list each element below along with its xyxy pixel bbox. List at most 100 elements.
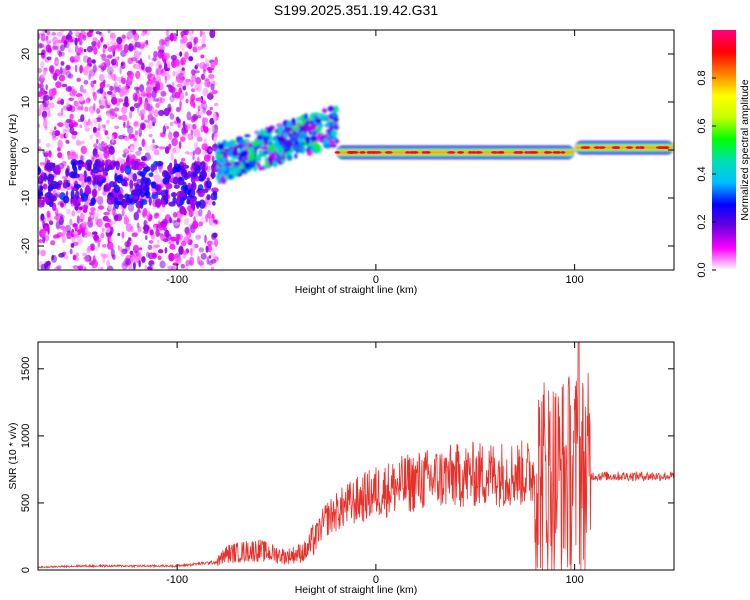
heatmap-cell <box>310 112 315 119</box>
heatmap-cell <box>126 120 130 129</box>
heatmap-cell <box>209 117 215 125</box>
colorbar-tick-label: 0.6 <box>696 118 708 133</box>
heatmap-cell <box>214 238 219 247</box>
heatmap-cell <box>115 201 123 206</box>
heatmap-cell <box>138 44 145 49</box>
heatmap-cell <box>38 68 43 74</box>
heatmap-cell <box>176 233 181 241</box>
heatmap-cell <box>127 172 134 181</box>
heatmap-cell <box>67 47 72 54</box>
heatmap-cell <box>174 91 181 99</box>
heatmap-cell <box>176 196 180 206</box>
heatmap-cell <box>132 173 137 182</box>
heatmap-cell <box>69 119 77 127</box>
heatmap-cell <box>179 42 186 51</box>
heatmap-cell <box>188 208 194 218</box>
heatmap-cell <box>176 83 183 88</box>
heatmap-cell <box>211 169 215 180</box>
heatmap-cell <box>152 122 155 127</box>
heatmap-cell <box>121 34 126 39</box>
snr-x-ticks: -100 0 100 <box>166 342 584 586</box>
heatmap-cell <box>179 100 182 109</box>
heatmap-cell <box>200 169 207 180</box>
heatmap-cell <box>192 220 199 230</box>
heatmap-cell <box>38 239 44 244</box>
heatmap-cell <box>190 93 196 102</box>
heatmap-cell <box>118 194 123 201</box>
heatmap-cell <box>189 256 195 266</box>
heatmap-cell <box>167 61 171 71</box>
heatmap-cell <box>169 32 174 42</box>
heatmap-cell <box>327 105 335 112</box>
heatmap-peak <box>409 151 415 154</box>
heatmap-cell <box>148 196 152 206</box>
heatmap-cell <box>60 202 64 208</box>
heatmap-cell <box>64 70 71 74</box>
heatmap-cell <box>81 181 85 188</box>
heatmap-cell <box>67 38 74 43</box>
heatmap-cell <box>217 157 225 163</box>
heatmap-cell <box>202 87 209 97</box>
heatmap-cell <box>153 50 158 58</box>
heatmap-cell <box>77 265 84 270</box>
heatmap-cell <box>61 35 67 41</box>
heatmap-cell <box>267 155 272 164</box>
heatmap-cell <box>135 161 144 171</box>
heatmap-cell <box>152 76 156 83</box>
heatmap-cell <box>78 165 82 171</box>
heatmap-cell <box>171 137 178 147</box>
heatmap-cell <box>289 135 298 142</box>
heatmap-peak <box>334 151 341 154</box>
heatmap-cell <box>49 129 56 136</box>
heatmap-cell <box>191 69 196 76</box>
heatmap-cell <box>228 174 233 180</box>
x-tick-label: 0 <box>373 274 379 286</box>
heatmap-cell <box>125 223 133 232</box>
heatmap-cell <box>46 30 51 36</box>
heatmap-cell <box>164 39 170 47</box>
heatmap-cell <box>111 134 115 143</box>
heatmap-cell <box>134 130 139 136</box>
heatmap-cell <box>198 199 206 209</box>
heatmap-cell <box>38 108 42 117</box>
heatmap-cell <box>66 208 71 215</box>
heatmap-cell <box>71 173 80 179</box>
heatmap-cell <box>191 155 197 160</box>
heatmap-cell <box>178 141 182 150</box>
heatmap-cell <box>94 153 100 158</box>
heatmap-cell <box>41 38 48 42</box>
heatmap-cell <box>40 51 46 59</box>
heatmap-cell <box>310 124 316 131</box>
heatmap-cell <box>320 114 327 122</box>
heatmap-cell <box>291 117 296 124</box>
heatmap-cell <box>103 211 110 216</box>
heatmap-cell <box>145 66 152 73</box>
heatmap-cell <box>143 101 151 111</box>
heatmap-cell <box>124 257 131 264</box>
heatmap-cell <box>169 113 175 120</box>
heatmap-cell <box>275 144 283 150</box>
heatmap-cell <box>216 148 221 153</box>
heatmap-cell <box>149 143 156 151</box>
heatmap-cell <box>190 181 197 191</box>
heatmap-cell <box>82 252 87 257</box>
heatmap-cell <box>148 240 154 244</box>
heatmap-cell <box>45 142 51 148</box>
heatmap-cell <box>206 177 210 181</box>
heatmap-cell <box>91 231 97 238</box>
heatmap-cell <box>84 254 90 263</box>
heatmap-cell <box>124 241 132 248</box>
heatmap-cell <box>106 241 114 250</box>
heatmap-cell <box>123 121 126 128</box>
heatmap-cell <box>228 142 236 146</box>
heatmap-cell <box>91 59 96 64</box>
heatmap-cell <box>74 64 78 73</box>
heatmap-cell <box>113 58 117 64</box>
heatmap-cell <box>172 177 179 185</box>
heatmap-cell <box>163 62 168 72</box>
colorbar-tick-label: 0.0 <box>696 262 708 277</box>
heatmap-cell <box>100 53 106 58</box>
heatmap-cell <box>103 150 110 159</box>
heatmap-cell <box>79 64 83 74</box>
heatmap-cell <box>61 83 68 88</box>
